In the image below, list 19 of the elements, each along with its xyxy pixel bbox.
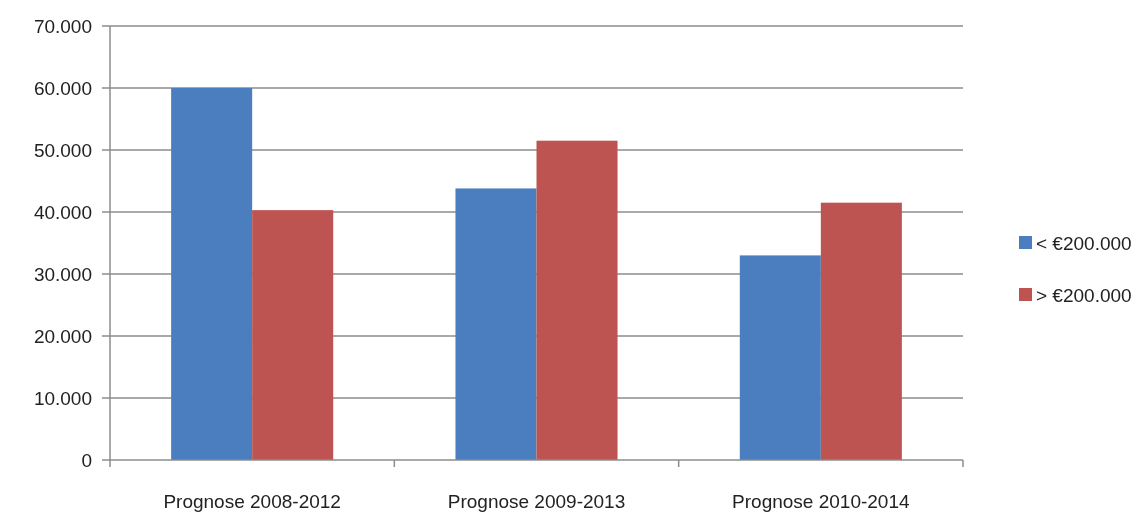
bar	[536, 140, 618, 460]
y-tick-label: 60.000	[33, 77, 92, 99]
y-tick-label: 0	[81, 449, 92, 471]
x-tick-label: Prognose 2009-2013	[447, 491, 626, 512]
x-tick-label: Prognose 2008-2012	[163, 491, 341, 512]
y-tick-label: 50.000	[33, 139, 92, 161]
y-tick-label: 70.000	[33, 15, 92, 37]
y-tick-label: 40.000	[33, 201, 92, 223]
y-tick-label: 20.000	[33, 325, 92, 347]
y-tick-label: 10.000	[33, 387, 92, 409]
bar	[455, 188, 537, 460]
y-tick-label: 30.000	[33, 263, 92, 285]
bar	[171, 88, 253, 460]
bar	[820, 202, 902, 460]
legend-label: < €200.000	[1036, 232, 1132, 254]
bar	[252, 210, 334, 460]
bar	[739, 255, 821, 460]
legend-label: > €200.000	[1036, 284, 1132, 306]
x-tick-label: Prognose 2010-2014	[732, 491, 910, 512]
